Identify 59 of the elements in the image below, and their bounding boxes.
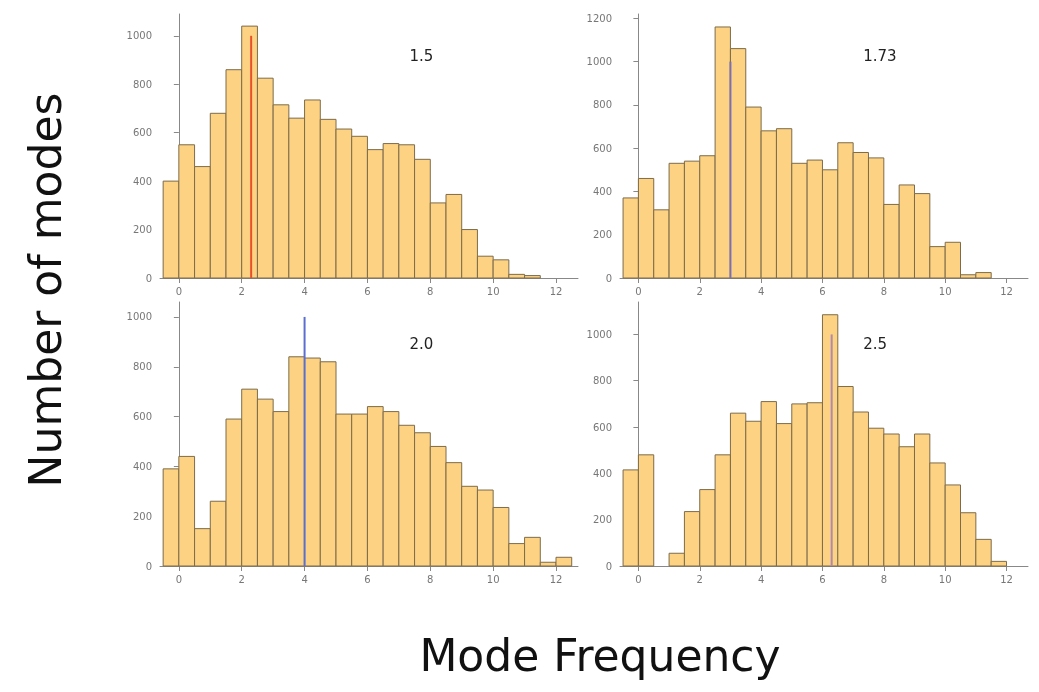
x-tick-label: 10 xyxy=(938,285,952,297)
x-tick-label: 12 xyxy=(549,573,563,585)
x-tick-label: 0 xyxy=(635,573,642,585)
y-tick-label: 0 xyxy=(605,560,612,572)
y-tick-label: 1000 xyxy=(586,328,612,340)
x-tick-label: 12 xyxy=(549,285,563,297)
x-tick-label: 8 xyxy=(880,573,888,585)
x-tick-label: 12 xyxy=(1000,285,1013,297)
x-tick-label: 2 xyxy=(238,573,245,585)
y-tick-label: 400 xyxy=(132,175,152,187)
y-tick-label: 200 xyxy=(132,510,152,522)
x-tick-label: 4 xyxy=(301,285,308,297)
y-tick-label: 1000 xyxy=(586,56,612,68)
annotation: 1.5 xyxy=(409,46,434,65)
x-tick-label: 12 xyxy=(1000,573,1013,585)
x-tick-label: 2 xyxy=(696,573,703,585)
x-tick-label: 4 xyxy=(757,285,765,297)
annotation: 2.0 xyxy=(409,334,434,353)
y-tick-label: 600 xyxy=(132,411,152,423)
y-tick-label: 0 xyxy=(605,272,612,284)
y-tick-label: 400 xyxy=(592,185,612,197)
x-tick-label: 8 xyxy=(427,573,434,585)
x-tick-label: 0 xyxy=(635,285,642,297)
y-tick-label: 0 xyxy=(145,560,152,572)
x-tick-label: 0 xyxy=(175,285,183,297)
annotation: 2.5 xyxy=(863,334,888,353)
x-tick-label: 8 xyxy=(427,285,434,297)
y-tick-label: 200 xyxy=(592,514,612,526)
y-tick-label: 1200 xyxy=(586,12,612,24)
y-tick-label: 200 xyxy=(132,224,152,236)
y-axis-title: Number of modes xyxy=(19,92,71,488)
x-tick-label: 6 xyxy=(364,573,371,585)
y-tick-label: 1000 xyxy=(126,30,152,42)
y-tick-label: 600 xyxy=(132,127,152,139)
x-tick-label: 2 xyxy=(238,285,245,297)
y-tick-label: 600 xyxy=(592,142,612,154)
x-tick-label: 6 xyxy=(364,285,371,297)
x-tick-label: 10 xyxy=(486,573,500,585)
y-tick-label: 800 xyxy=(592,375,612,387)
x-tick-label: 2 xyxy=(696,285,703,297)
x-tick-label: 10 xyxy=(938,573,952,585)
y-tick-label: 0 xyxy=(145,272,152,284)
y-tick-label: 800 xyxy=(592,99,612,111)
x-tick-label: 6 xyxy=(819,573,826,585)
x-tick-label: 10 xyxy=(486,285,500,297)
x-axis-title: Mode Frequency xyxy=(419,629,781,681)
y-tick-label: 400 xyxy=(132,460,152,472)
y-tick-label: 600 xyxy=(592,421,612,433)
x-tick-label: 0 xyxy=(175,573,183,585)
y-tick-label: 800 xyxy=(132,361,152,373)
x-tick-label: 8 xyxy=(880,285,888,297)
y-tick-label: 1000 xyxy=(126,311,152,323)
annotation: 1.73 xyxy=(863,46,897,65)
x-tick-label: 4 xyxy=(301,573,308,585)
y-tick-label: 200 xyxy=(592,229,612,241)
x-tick-label: 4 xyxy=(757,573,765,585)
y-tick-label: 800 xyxy=(132,78,152,90)
y-tick-label: 400 xyxy=(592,467,612,479)
x-tick-label: 6 xyxy=(819,285,826,297)
